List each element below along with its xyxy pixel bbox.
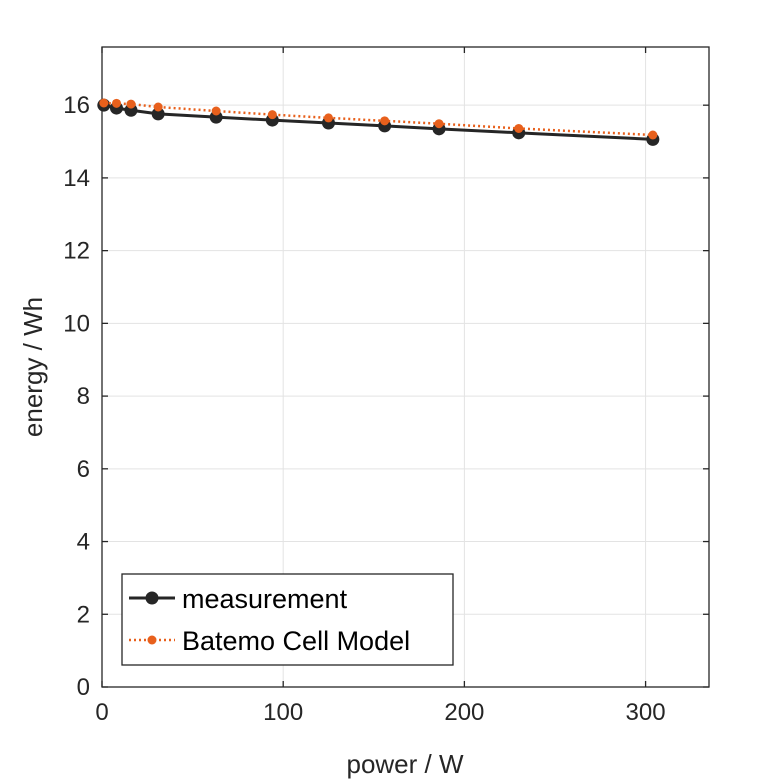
legend-box bbox=[121, 573, 454, 666]
data-point-measurement bbox=[151, 107, 165, 121]
x-tick-label: 100 bbox=[263, 699, 303, 726]
legend-label-measurement: measurement bbox=[182, 584, 348, 614]
data-point-batemo-cell-model bbox=[111, 98, 121, 108]
plot-frame bbox=[101, 46, 710, 688]
data-point-batemo-cell-model bbox=[514, 123, 524, 133]
x-tick-label: 0 bbox=[95, 699, 108, 726]
data-point-batemo-cell-model bbox=[380, 116, 390, 126]
y-tick-label: 2 bbox=[77, 601, 90, 628]
y-axis-label: energy / Wh bbox=[18, 297, 48, 437]
legend-label-batemo: Batemo Cell Model bbox=[182, 626, 410, 656]
y-tick-label: 12 bbox=[63, 238, 90, 265]
legend-swatch-measurement-marker bbox=[145, 591, 159, 605]
y-tick-label: 0 bbox=[77, 674, 90, 701]
data-point-batemo-cell-model bbox=[211, 106, 221, 116]
data-point-batemo-cell-model bbox=[323, 113, 333, 123]
x-axis-label: power / W bbox=[346, 749, 463, 779]
axes: 0 100 200 300 0 2 4 6 8 10 12 14 16 bbox=[63, 46, 710, 726]
legend-swatch-batemo-marker bbox=[147, 635, 157, 645]
data-point-batemo-cell-model bbox=[99, 98, 109, 108]
y-tick-label: 8 bbox=[77, 383, 90, 410]
y-tick-label: 14 bbox=[63, 165, 90, 192]
y-tick-label: 6 bbox=[77, 456, 90, 483]
data-point-batemo-cell-model bbox=[267, 110, 277, 120]
y-tick-label: 10 bbox=[63, 310, 90, 337]
data-point-batemo-cell-model bbox=[126, 99, 136, 109]
grid bbox=[101, 47, 709, 688]
data-point-batemo-cell-model bbox=[648, 130, 658, 140]
legend: measurement Batemo Cell Model bbox=[121, 573, 454, 666]
data-point-batemo-cell-model bbox=[434, 119, 444, 129]
x-tick-label: 300 bbox=[626, 699, 666, 726]
y-tick-label: 4 bbox=[77, 529, 90, 556]
series-layer bbox=[97, 98, 660, 146]
x-tick-label: 200 bbox=[444, 699, 484, 726]
y-tick-label: 16 bbox=[63, 92, 90, 119]
data-point-batemo-cell-model bbox=[153, 102, 163, 112]
